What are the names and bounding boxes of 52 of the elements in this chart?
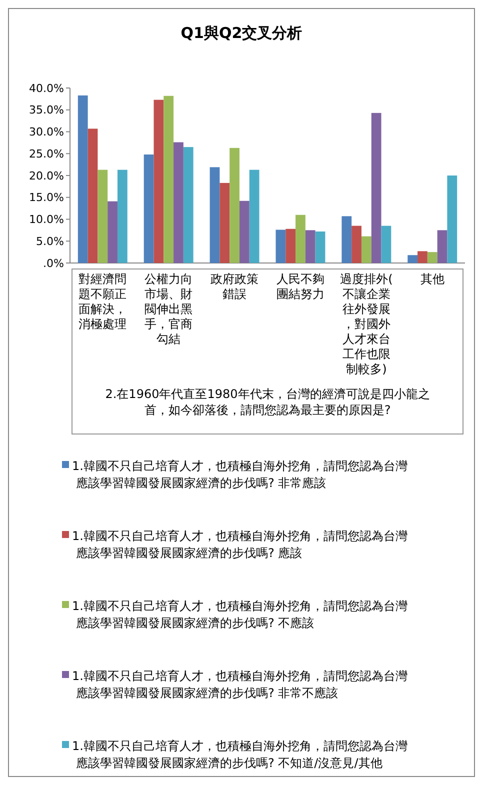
y-tick-label: .0% <box>43 256 64 270</box>
bar <box>296 214 306 263</box>
bar <box>117 170 128 263</box>
y-tick-label: 30.0% <box>29 126 64 139</box>
bar <box>164 96 174 263</box>
bar <box>371 112 382 263</box>
legend-label: 1.韓國不只自己培育人才，也積極自海外挖角，請問您認為台灣應該學習韓國發展國家經濟的步伐嗎? 非常不應該 <box>72 669 408 700</box>
bar <box>437 230 448 263</box>
x-tick-label: 公權力向市場、財閥伸出黑手，官商勾結 <box>144 272 193 346</box>
y-tick-label: 20.0% <box>29 169 64 182</box>
bar <box>88 128 98 263</box>
bar <box>154 100 164 263</box>
bar <box>315 232 326 263</box>
legend-label: 1.韓國不只自己培育人才，也積極自海外挖角，請問您認為台灣應該學習韓國發展國家經濟的步伐嗎? 應該 <box>72 529 408 560</box>
y-tick-label: 10.0% <box>29 213 64 226</box>
x-tick-label: 過度排外(不讓企業往外發展，對國外人才來台工作也限制較多) <box>340 272 393 376</box>
bar <box>210 167 220 263</box>
bar <box>352 226 362 263</box>
bar <box>361 236 372 263</box>
bar <box>183 147 194 263</box>
bar <box>249 170 260 263</box>
bar <box>98 170 108 263</box>
bar <box>78 95 88 263</box>
bar <box>305 230 316 263</box>
bar <box>108 201 118 263</box>
bar <box>418 251 428 263</box>
y-tick-label: 15.0% <box>29 191 64 204</box>
bar <box>427 252 438 263</box>
bar <box>276 230 286 263</box>
bar <box>381 226 392 263</box>
bar <box>286 228 296 263</box>
legend-label: 1.韓國不只自己培育人才，也積極自海外挖角，請問您認為台灣應該學習韓國發展國家經濟的步伐嗎? 非常應該 <box>72 459 408 490</box>
bar <box>447 176 458 263</box>
y-tick-label: 40.0% <box>29 82 64 95</box>
chart-title: Q1與Q2交叉分析 <box>180 24 302 42</box>
bar <box>220 182 230 263</box>
bar <box>342 216 352 263</box>
y-tick-label: 35.0% <box>29 104 64 117</box>
x-tick-label: 政府政策錯誤 <box>210 272 259 301</box>
y-tick-label: 25.0% <box>29 147 64 160</box>
bar <box>239 200 250 263</box>
bar <box>408 255 418 263</box>
x-axis-title: 2.在1960年代直至1980年代末，台灣的經濟可說是四小龍之首，如今卻落後，請問您認為最主要的原因是? <box>105 387 430 417</box>
bar <box>174 142 184 263</box>
x-tick-label: 人民不夠團結努力 <box>276 272 324 301</box>
y-tick-label: 5.0% <box>36 234 64 248</box>
bar <box>230 148 240 263</box>
legend-label: 1.韓國不只自己培育人才，也積極自海外挖角，請問您認為台灣應該學習韓國發展國家經濟的步伐嗎? 不應該 <box>72 599 408 630</box>
legend-label: 1.韓國不只自己培育人才，也積極自海外挖角，請問您認為台灣應該學習韓國發展國家經濟的步伐嗎? 不知道/沒意見/其他 <box>72 739 408 770</box>
x-tick-label: 對經濟問題不願正面解決，消極處理 <box>78 272 127 331</box>
bar <box>144 154 154 263</box>
x-tick-label: 其他 <box>420 272 444 286</box>
